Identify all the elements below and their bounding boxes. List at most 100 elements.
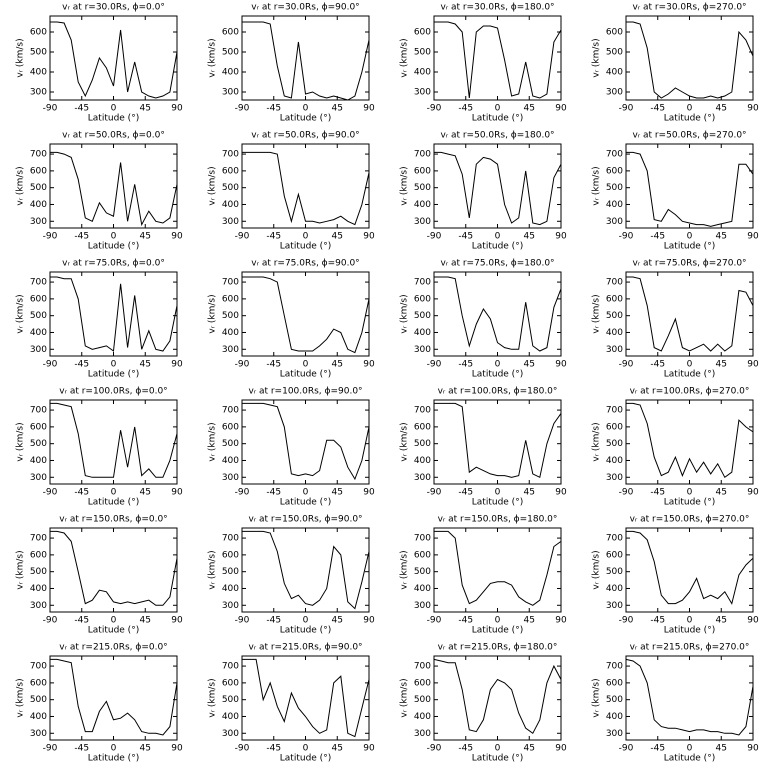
x-axis-label: Latitude (°) xyxy=(664,626,715,636)
data-line xyxy=(50,276,178,352)
data-line xyxy=(50,658,178,736)
y-axis-label: vᵣ (km/s) xyxy=(592,166,602,205)
plot-frame xyxy=(625,15,754,101)
y-tick-label: 400 xyxy=(222,68,239,78)
x-tick-label: -45 xyxy=(458,360,473,370)
y-tick-label: 700 xyxy=(414,150,431,160)
y-tick-label: 400 xyxy=(30,68,47,78)
x-tick-label: 90 xyxy=(171,616,183,626)
y-tick-label: 400 xyxy=(606,200,623,210)
x-tick-label: 45 xyxy=(716,616,727,626)
x-tick-label: 90 xyxy=(363,360,375,370)
x-tick-label: 45 xyxy=(716,104,727,114)
x-tick-label: 0 xyxy=(495,232,501,242)
y-tick-label: 300 xyxy=(414,601,431,611)
y-tick-label: 300 xyxy=(222,88,239,98)
y-tick-label: 600 xyxy=(414,550,431,560)
y-tick-label: 600 xyxy=(222,550,239,560)
x-tick-label: 90 xyxy=(171,360,183,370)
data-line xyxy=(50,530,178,606)
y-tick-label: 600 xyxy=(222,28,239,38)
x-tick-label: 45 xyxy=(716,488,727,498)
x-tick-label: 90 xyxy=(363,744,375,754)
y-tick-label: 400 xyxy=(222,584,239,594)
y-axis-label: vᵣ (km/s) xyxy=(592,422,602,461)
data-line xyxy=(434,151,562,226)
x-tick-label: 90 xyxy=(171,488,183,498)
x-axis-label: Latitude (°) xyxy=(88,242,139,252)
x-tick-label: -45 xyxy=(458,232,473,242)
y-tick-label: 600 xyxy=(414,28,431,38)
data-line xyxy=(434,530,562,606)
y-tick-label: 400 xyxy=(222,328,239,338)
x-tick-label: -90 xyxy=(619,616,634,626)
x-tick-label: 45 xyxy=(332,104,343,114)
y-tick-label: 500 xyxy=(606,695,623,705)
y-tick-label: 500 xyxy=(414,439,431,449)
data-line xyxy=(434,276,562,352)
y-axis-label: vᵣ (km/s) xyxy=(400,38,410,77)
y-tick-label: 400 xyxy=(414,328,431,338)
x-tick-label: 45 xyxy=(140,616,151,626)
y-tick-label: 700 xyxy=(606,278,623,288)
y-tick-label: 600 xyxy=(222,422,239,432)
x-tick-label: 90 xyxy=(747,104,759,114)
y-tick-label: 400 xyxy=(30,456,47,466)
chart-title: vᵣ at r=150.0Rs, ϕ=180.0° xyxy=(438,515,558,525)
y-tick-label: 600 xyxy=(30,422,47,432)
y-tick-label: 600 xyxy=(30,678,47,688)
chart-title: vᵣ at r=75.0Rs, ϕ=180.0° xyxy=(440,259,554,269)
chart-title: vᵣ at r=150.0Rs, ϕ=270.0° xyxy=(630,515,750,525)
x-tick-label: 0 xyxy=(495,744,501,754)
y-tick-label: 400 xyxy=(30,328,47,338)
x-tick-label: -90 xyxy=(43,744,58,754)
x-tick-label: 0 xyxy=(303,616,309,626)
y-tick-label: 600 xyxy=(414,166,431,176)
data-line xyxy=(434,402,562,479)
y-tick-label: 400 xyxy=(414,584,431,594)
y-tick-label: 400 xyxy=(606,584,623,594)
x-axis-label: Latitude (°) xyxy=(88,498,139,508)
x-tick-label: 0 xyxy=(111,360,117,370)
x-tick-label: -90 xyxy=(43,232,58,242)
x-tick-label: 0 xyxy=(111,488,117,498)
x-axis-label: Latitude (°) xyxy=(472,626,523,636)
y-tick-label: 300 xyxy=(606,473,623,483)
data-line xyxy=(434,21,562,99)
x-tick-label: 90 xyxy=(747,616,759,626)
x-tick-label: 45 xyxy=(332,616,343,626)
y-axis-label: vᵣ (km/s) xyxy=(400,166,410,205)
x-tick-label: 0 xyxy=(303,488,309,498)
y-tick-label: 600 xyxy=(414,422,431,432)
x-tick-label: 45 xyxy=(140,360,151,370)
y-tick-label: 400 xyxy=(414,200,431,210)
y-tick-label: 500 xyxy=(30,183,47,193)
y-tick-label: 500 xyxy=(222,695,239,705)
y-tick-label: 700 xyxy=(30,534,47,544)
y-tick-label: 400 xyxy=(606,712,623,722)
x-axis-label: Latitude (°) xyxy=(88,370,139,380)
plot-frame xyxy=(433,399,562,485)
y-tick-label: 300 xyxy=(30,473,47,483)
plot-frame xyxy=(625,655,754,741)
x-tick-label: 90 xyxy=(171,232,183,242)
x-tick-label: 0 xyxy=(687,488,693,498)
y-tick-label: 300 xyxy=(222,217,239,227)
y-tick-label: 500 xyxy=(222,439,239,449)
x-tick-label: 45 xyxy=(332,360,343,370)
x-tick-label: 45 xyxy=(524,744,535,754)
y-tick-label: 400 xyxy=(30,712,47,722)
x-tick-label: -90 xyxy=(235,232,250,242)
y-axis-label: vᵣ (km/s) xyxy=(208,38,218,77)
data-line xyxy=(626,402,754,479)
y-axis-label: vᵣ (km/s) xyxy=(208,422,218,461)
y-tick-label: 300 xyxy=(222,601,239,611)
y-tick-label: 300 xyxy=(414,473,431,483)
x-axis-label: Latitude (°) xyxy=(88,114,139,124)
y-axis-label: vᵣ (km/s) xyxy=(16,550,26,589)
chart-title: vᵣ at r=215.0Rs, ϕ=180.0° xyxy=(438,643,558,653)
y-tick-label: 700 xyxy=(30,662,47,672)
y-axis-label: vᵣ (km/s) xyxy=(400,678,410,717)
x-tick-label: -45 xyxy=(458,488,473,498)
y-tick-label: 500 xyxy=(606,567,623,577)
